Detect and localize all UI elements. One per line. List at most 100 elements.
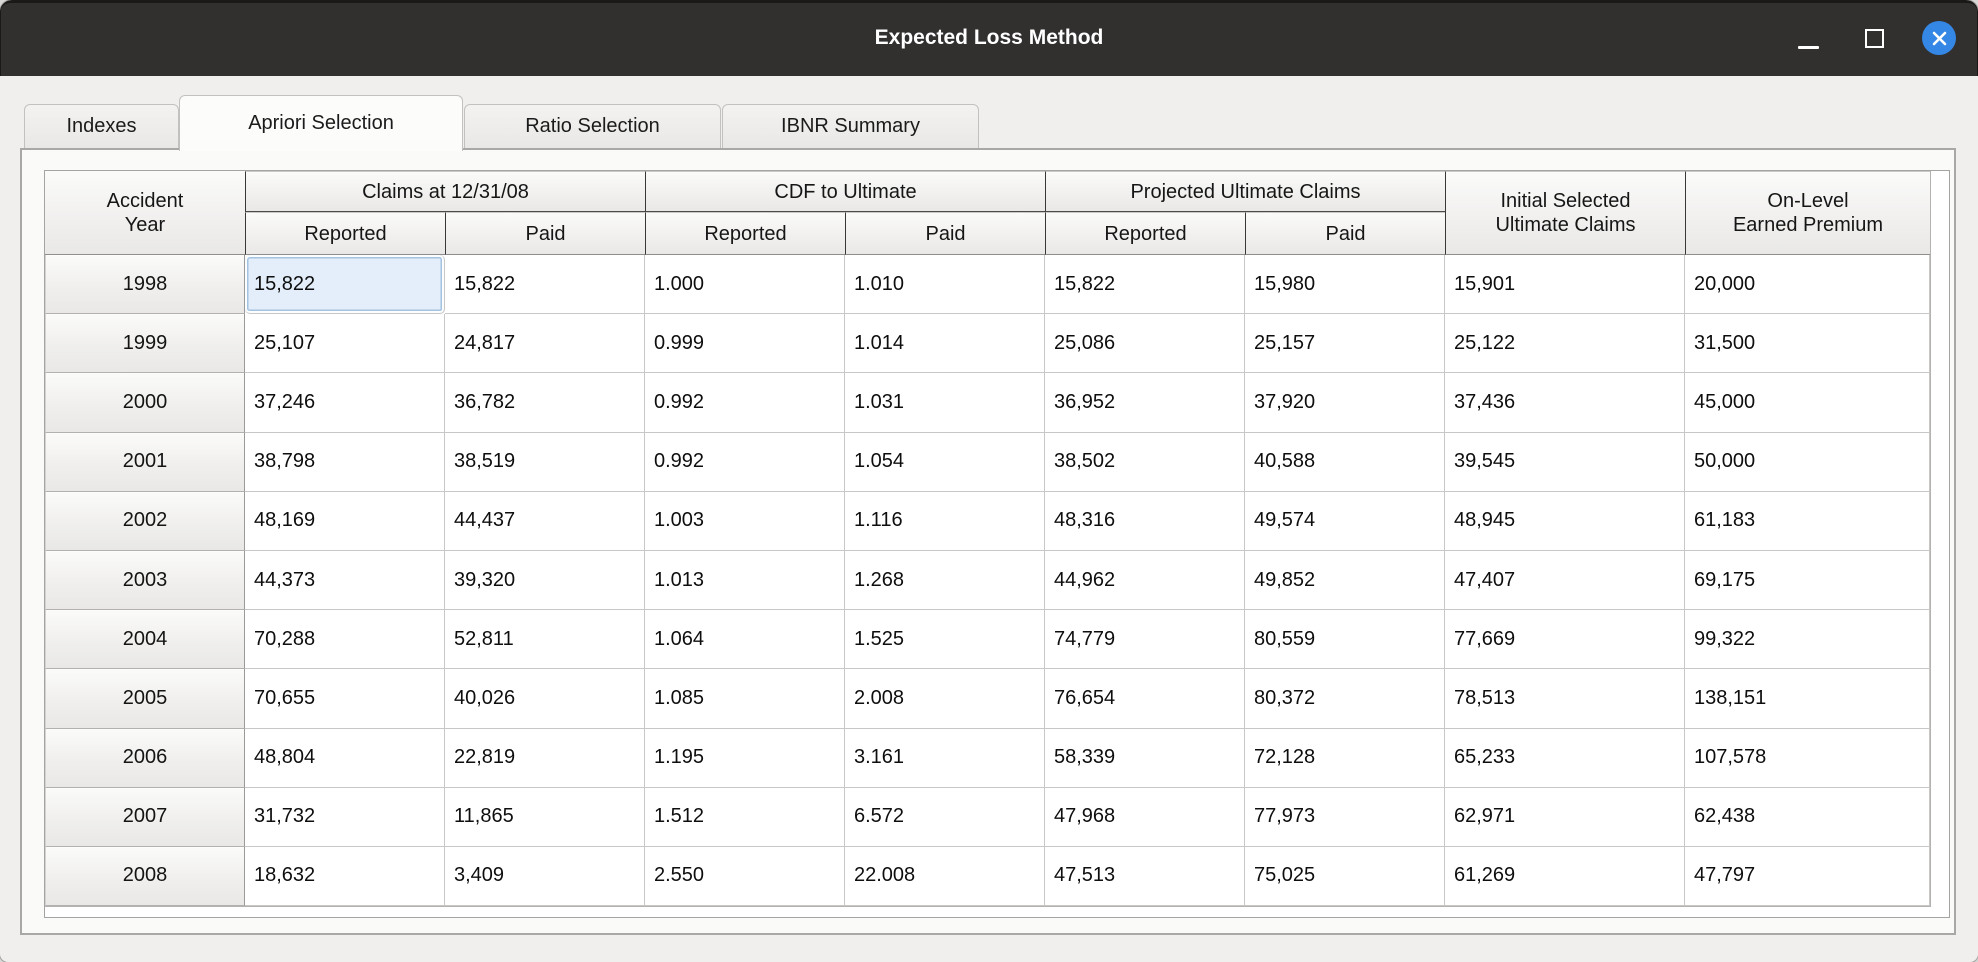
cell[interactable]: 1.512 (645, 787, 845, 847)
cell[interactable]: 48,169 (245, 491, 445, 551)
row-header[interactable]: 2007 (45, 787, 245, 847)
cell[interactable]: 48,316 (1045, 491, 1245, 551)
cell[interactable]: 1.195 (645, 728, 845, 788)
cell[interactable]: 2.008 (845, 669, 1045, 729)
cell[interactable]: 22.008 (845, 846, 1045, 907)
cell[interactable]: 69,175 (1685, 550, 1930, 611)
cell[interactable]: 1.268 (845, 550, 1045, 611)
cell[interactable]: 1.085 (645, 669, 845, 729)
cell[interactable]: 44,437 (445, 491, 645, 551)
titlebar[interactable]: Expected Loss Method (0, 0, 1978, 76)
cell[interactable]: 38,519 (445, 432, 645, 492)
cell[interactable]: 25,157 (1245, 314, 1445, 374)
cell[interactable]: 49,574 (1245, 491, 1445, 551)
cell[interactable]: 1.525 (845, 610, 1045, 670)
cell[interactable]: 6.572 (845, 787, 1045, 847)
cell[interactable]: 39,545 (1445, 432, 1685, 492)
cell[interactable]: 25,122 (1445, 314, 1685, 374)
cell[interactable]: 62,438 (1685, 787, 1930, 847)
cell[interactable]: 1.003 (645, 491, 845, 551)
cell[interactable]: 38,502 (1045, 432, 1245, 492)
cell[interactable]: 0.992 (645, 432, 845, 492)
cell[interactable]: 1.064 (645, 610, 845, 670)
cell[interactable]: 80,372 (1245, 669, 1445, 729)
cell[interactable]: 11,865 (445, 787, 645, 847)
cell[interactable]: 25,107 (245, 314, 445, 374)
row-header[interactable]: 1999 (45, 314, 245, 374)
cell[interactable]: 70,655 (245, 669, 445, 729)
cell[interactable]: 1.010 (845, 255, 1045, 315)
cell[interactable]: 0.999 (645, 314, 845, 374)
cell[interactable]: 62,971 (1445, 787, 1685, 847)
cell[interactable]: 47,513 (1045, 846, 1245, 907)
maximize-button[interactable] (1862, 26, 1886, 50)
cell[interactable]: 76,654 (1045, 669, 1245, 729)
cell[interactable]: 15,822 (1045, 255, 1245, 315)
cell[interactable]: 3,409 (445, 846, 645, 907)
cell[interactable]: 47,968 (1045, 787, 1245, 847)
selected-cell[interactable]: 15,822 (245, 255, 445, 315)
cell[interactable]: 47,797 (1685, 846, 1930, 907)
cell[interactable]: 22,819 (445, 728, 645, 788)
cell[interactable]: 2.550 (645, 846, 845, 907)
cell[interactable]: 1.000 (645, 255, 845, 315)
cell[interactable]: 40,026 (445, 669, 645, 729)
cell[interactable]: 44,962 (1045, 550, 1245, 611)
cell[interactable]: 77,973 (1245, 787, 1445, 847)
cell[interactable]: 72,128 (1245, 728, 1445, 788)
cell[interactable]: 47,407 (1445, 550, 1685, 611)
close-button[interactable] (1922, 21, 1956, 55)
cell[interactable]: 15,822 (445, 255, 645, 315)
row-header[interactable]: 2006 (45, 728, 245, 788)
cell[interactable]: 24,817 (445, 314, 645, 374)
cell[interactable]: 0.992 (645, 373, 845, 433)
row-header[interactable]: 2002 (45, 491, 245, 551)
cell[interactable]: 37,920 (1245, 373, 1445, 433)
row-header[interactable]: 2008 (45, 846, 245, 907)
cell[interactable]: 1.013 (645, 550, 845, 611)
cell[interactable]: 99,322 (1685, 610, 1930, 670)
cell[interactable]: 36,782 (445, 373, 645, 433)
cell[interactable]: 31,500 (1685, 314, 1930, 374)
cell[interactable]: 61,183 (1685, 491, 1930, 551)
cell[interactable]: 39,320 (445, 550, 645, 611)
cell[interactable]: 1.054 (845, 432, 1045, 492)
cell[interactable]: 78,513 (1445, 669, 1685, 729)
cell[interactable]: 31,732 (245, 787, 445, 847)
cell[interactable]: 75,025 (1245, 846, 1445, 907)
cell[interactable]: 107,578 (1685, 728, 1930, 788)
row-header[interactable]: 2000 (45, 373, 245, 433)
cell[interactable]: 37,436 (1445, 373, 1685, 433)
cell[interactable]: 15,901 (1445, 255, 1685, 315)
cell[interactable]: 52,811 (445, 610, 645, 670)
cell[interactable]: 25,086 (1045, 314, 1245, 374)
cell[interactable]: 58,339 (1045, 728, 1245, 788)
cell[interactable]: 48,945 (1445, 491, 1685, 551)
cell[interactable]: 74,779 (1045, 610, 1245, 670)
cell[interactable]: 3.161 (845, 728, 1045, 788)
row-header[interactable]: 2004 (45, 610, 245, 670)
row-header[interactable]: 2003 (45, 550, 245, 611)
minimize-button[interactable] (1796, 26, 1820, 50)
row-header[interactable]: 1998 (45, 255, 245, 315)
cell[interactable]: 37,246 (245, 373, 445, 433)
tab-indexes[interactable]: Indexes (24, 104, 179, 149)
cell[interactable]: 138,151 (1685, 669, 1930, 729)
tab-ratio-selection[interactable]: Ratio Selection (464, 104, 721, 149)
cell[interactable]: 38,798 (245, 432, 445, 492)
cell[interactable]: 15,980 (1245, 255, 1445, 315)
cell[interactable]: 1.014 (845, 314, 1045, 374)
tab-ibnr-summary[interactable]: IBNR Summary (722, 104, 979, 149)
cell[interactable]: 20,000 (1685, 255, 1930, 315)
cell[interactable]: 80,559 (1245, 610, 1445, 670)
cell[interactable]: 45,000 (1685, 373, 1930, 433)
cell[interactable]: 61,269 (1445, 846, 1685, 907)
cell[interactable]: 65,233 (1445, 728, 1685, 788)
cell[interactable]: 48,804 (245, 728, 445, 788)
cell[interactable]: 40,588 (1245, 432, 1445, 492)
cell[interactable]: 77,669 (1445, 610, 1685, 670)
row-header[interactable]: 2005 (45, 669, 245, 729)
cell[interactable]: 36,952 (1045, 373, 1245, 433)
cell[interactable]: 44,373 (245, 550, 445, 611)
cell[interactable]: 70,288 (245, 610, 445, 670)
